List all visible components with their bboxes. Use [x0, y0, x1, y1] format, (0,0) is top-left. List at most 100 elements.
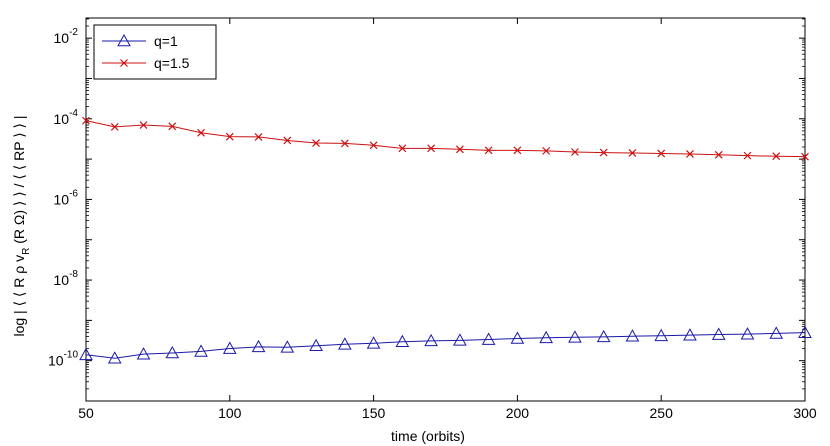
- data-point-x-stroke: [283, 136, 292, 145]
- axis-ticks: 50 100 150 200 250 300 10-2 10-4 10-6 10-8 10-10: [48, 18, 817, 421]
- series-q=1.5: [82, 116, 809, 161]
- y-tick-label: 10-8: [54, 269, 79, 288]
- data-point-x-stroke: [772, 152, 781, 161]
- data-point-triangle: [683, 328, 697, 341]
- x-tick-label: 200: [506, 405, 530, 421]
- data-point-triangle: [194, 344, 208, 357]
- data-point-x: [82, 116, 90, 125]
- data-point-x-stroke: [743, 151, 752, 160]
- data-point-x-stroke: [714, 150, 723, 159]
- y-tick-label: 10-10: [48, 350, 78, 369]
- series-q=1: [79, 325, 812, 364]
- data-point-x: [398, 144, 407, 153]
- data-point-triangle: [79, 347, 93, 361]
- data-point-x-stroke: [312, 139, 321, 147]
- x-tick-label: 150: [362, 405, 386, 421]
- y-axis-label-tail: (R Ω) ⟩ ⟩ / ⟨ ⟨ RP ⟩ ⟩ |: [11, 115, 27, 247]
- x-tick-label: 50: [78, 405, 94, 421]
- data-point-triangle: [798, 325, 812, 338]
- data-point-triangle: [309, 338, 323, 352]
- data-point-x-stroke: [168, 122, 177, 131]
- data-point-x: [283, 136, 292, 145]
- data-point-x: [570, 148, 579, 156]
- data-point-x: [455, 145, 464, 154]
- data-point-x: [110, 122, 119, 131]
- x-tick-label: 250: [650, 405, 674, 421]
- data-point-x: [714, 150, 723, 159]
- data-point-triangle: [165, 345, 180, 359]
- data-point-x: [513, 146, 522, 155]
- x-tick-label: 300: [793, 405, 817, 421]
- data-point-x-stroke: [225, 132, 234, 141]
- data-point-x-stroke: [455, 145, 464, 154]
- data-point-x-stroke: [369, 141, 378, 150]
- data-point-triangle: [117, 33, 131, 47]
- data-point-triangle: [366, 336, 381, 349]
- data-point-triangle: [596, 329, 611, 343]
- data-point-x: [743, 151, 752, 160]
- data-point-x: [120, 59, 128, 67]
- y-axis-label-main: log | ⟨ ⟨ R ρ v: [11, 255, 27, 337]
- data-point-x-stroke: [427, 144, 436, 153]
- data-point-x-stroke: [398, 144, 407, 153]
- data-point-triangle: [453, 333, 467, 346]
- data-point-triangle: [625, 329, 640, 342]
- data-point-x-stroke: [197, 128, 205, 137]
- data-point-triangle: [510, 331, 525, 344]
- y-tick-label: 10-4: [54, 108, 79, 127]
- data-point-x: [312, 139, 321, 147]
- data-point-x-stroke: [110, 122, 119, 131]
- data-point-triangle: [711, 327, 726, 340]
- data-point-x-stroke: [82, 116, 90, 125]
- legend-label: q=1.5: [154, 55, 190, 71]
- data-point-x-stroke: [570, 148, 579, 156]
- data-point-triangle: [337, 337, 352, 350]
- data-point-x: [686, 150, 694, 158]
- x-tick-label: 100: [218, 405, 242, 421]
- y-axis-label: log | ⟨ ⟨ R ρ vR (R Ω) ⟩ ⟩ / ⟨ ⟨ RP ⟩ ⟩ …: [11, 115, 32, 336]
- data-point-x: [340, 139, 349, 148]
- data-point-x: [369, 141, 378, 150]
- data-point-x-stroke: [254, 132, 263, 141]
- data-point-x-stroke: [686, 150, 694, 158]
- data-point-x-stroke: [139, 121, 148, 129]
- data-point-x: [801, 152, 809, 161]
- data-point-x: [657, 149, 666, 158]
- data-point-x: [628, 149, 637, 157]
- series-line: [85, 120, 806, 158]
- data-point-x: [599, 148, 608, 157]
- data-point-x-stroke: [657, 149, 666, 158]
- data-point-triangle: [568, 330, 582, 343]
- data-point-x-stroke: [801, 152, 809, 161]
- data-point-triangle: [107, 351, 122, 364]
- series-line: [85, 332, 806, 359]
- data-point-x: [197, 128, 205, 137]
- data-point-x: [484, 146, 493, 155]
- data-point-x-stroke: [120, 59, 128, 67]
- series-layer: [79, 116, 812, 364]
- data-point-triangle: [222, 341, 237, 354]
- data-point-triangle: [136, 347, 151, 360]
- data-point-triangle: [740, 327, 755, 340]
- x-axis-label: time (orbits): [391, 428, 465, 444]
- data-point-x: [168, 122, 177, 131]
- data-point-x: [427, 144, 436, 153]
- legend-item: q=1.5: [102, 55, 190, 71]
- data-point-x-stroke: [484, 146, 493, 155]
- legend: q=1 q=1.5: [93, 24, 217, 80]
- data-point-x: [139, 121, 148, 129]
- data-point-triangle: [481, 332, 496, 345]
- data-point-x: [225, 132, 234, 141]
- data-point-triangle: [395, 334, 410, 348]
- legend-item: q=1: [102, 33, 178, 49]
- data-point-triangle: [654, 328, 669, 342]
- legend-box: [93, 24, 217, 80]
- data-point-x-stroke: [542, 146, 551, 155]
- data-point-triangle: [769, 326, 784, 339]
- data-point-x-stroke: [628, 149, 637, 157]
- data-point-triangle: [424, 333, 438, 347]
- data-point-triangle: [251, 339, 266, 353]
- data-point-x-stroke: [513, 146, 522, 155]
- y-axis-label-subscript: R: [21, 248, 32, 255]
